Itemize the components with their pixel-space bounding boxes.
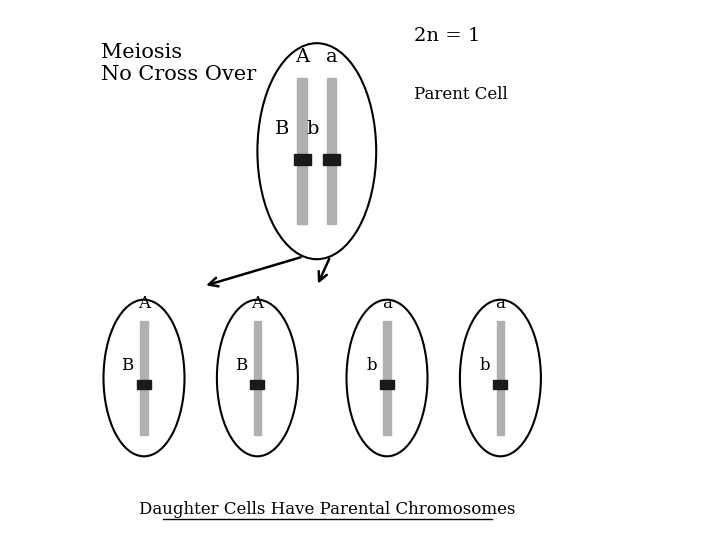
Text: A: A [295,49,310,66]
Text: A: A [138,295,150,312]
Bar [327,78,336,224]
Bar [253,321,261,435]
Bar [497,321,504,435]
Bar [297,78,307,224]
Text: 2n = 1: 2n = 1 [414,27,480,45]
Text: b: b [480,357,490,374]
Text: B: B [276,120,289,138]
Bar [493,380,508,389]
Text: Parent Cell: Parent Cell [414,86,508,103]
Text: a: a [382,295,392,312]
Text: b: b [366,357,377,374]
Bar [380,380,394,389]
Bar [383,321,391,435]
Text: A: A [251,295,264,312]
Bar [251,380,264,389]
Text: a: a [495,295,505,312]
Text: Meiosis
No Cross Over: Meiosis No Cross Over [101,43,256,84]
Bar [323,154,340,165]
Text: b: b [307,120,319,138]
Text: a: a [325,49,337,66]
Bar [294,154,311,165]
Text: B: B [235,357,247,374]
Bar [140,321,148,435]
Text: B: B [122,357,134,374]
Text: Daughter Cells Have Parental Chromosomes: Daughter Cells Have Parental Chromosomes [140,502,516,518]
Bar [137,380,151,389]
